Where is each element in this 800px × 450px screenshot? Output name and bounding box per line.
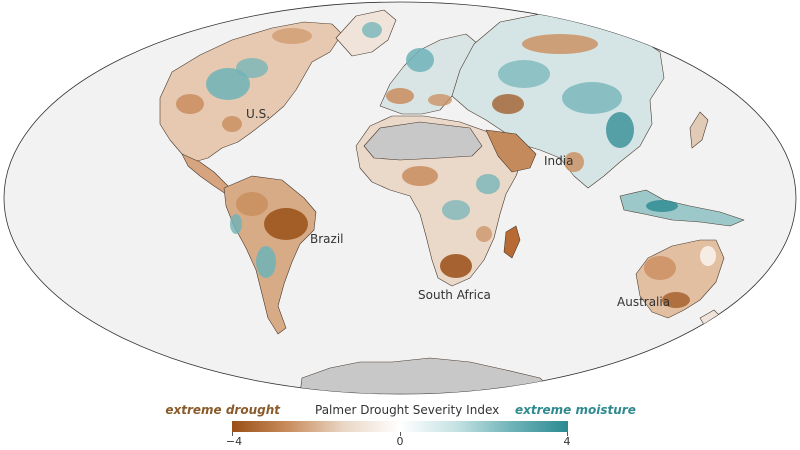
label-india: India: [544, 154, 573, 168]
japan: [689, 111, 709, 149]
legend-low-label: extreme drought: [165, 403, 280, 417]
label-australia: Australia: [617, 295, 670, 309]
madagascar: [503, 225, 521, 259]
sahara-no-data: [363, 121, 483, 161]
tick-label-mid: 0: [396, 435, 404, 448]
tick-mark-mid: [400, 432, 401, 436]
label-us: U.S.: [246, 107, 270, 121]
label-brazil: Brazil: [310, 232, 344, 246]
legend: extreme drought Palmer Drought Severity …: [0, 398, 800, 450]
legend-title: Palmer Drought Severity Index: [315, 403, 500, 417]
indonesia: [619, 189, 745, 227]
tick-mark-high: [567, 432, 568, 436]
label-south-africa: South Africa: [418, 288, 491, 302]
tick-mark-low: [232, 432, 233, 436]
index-patches: [176, 22, 716, 308]
legend-high-label: extreme moisture: [515, 403, 636, 417]
arabian-peninsula: [485, 129, 537, 173]
tick-label-high: 4: [563, 435, 571, 448]
legend-color-bar: [232, 421, 568, 432]
antarctica: [299, 357, 557, 394]
tick-label-low: −4: [225, 435, 243, 448]
ocean: [3, 1, 797, 395]
